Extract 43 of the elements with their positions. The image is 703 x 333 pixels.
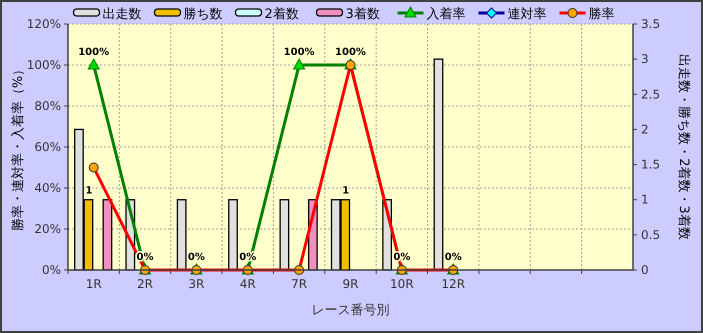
legend-label: 入着率 (426, 6, 466, 22)
y2-tick-label: 1.5 (641, 158, 660, 172)
data-label: 100% (284, 47, 315, 58)
y-axis-title: 勝率・連対率・入着率（%） (10, 62, 26, 232)
y2-tick-label: 3.5 (641, 17, 660, 31)
legend-label: 2着数 (264, 6, 299, 22)
y-tick-label: 120% (26, 17, 61, 31)
data-label: 1 (85, 186, 92, 197)
data-label: 0% (444, 252, 462, 263)
legend-label: 出走数 (102, 7, 142, 22)
x-axis-title: レース番号別 (312, 303, 390, 318)
legend-label: 3着数 (346, 6, 380, 22)
x-tick-label: 1R (86, 277, 102, 291)
y-tick-label: 80% (34, 99, 61, 113)
point (293, 58, 306, 70)
legend-label: 連対率 (508, 6, 546, 22)
y-tick-label: 20% (34, 222, 61, 236)
y-tick-label: 100% (26, 58, 61, 72)
y2-axis-title: 出走数・勝ち数・2着数・3着数 (676, 54, 692, 240)
y2-tick-label: 2.5 (641, 87, 660, 102)
y-tick-label: 60% (34, 140, 61, 154)
y2-tick-label: 0 (641, 263, 649, 277)
x-tick-label: 7R (291, 277, 308, 291)
x-tick-label: 4R (240, 277, 256, 291)
data-label: 100% (335, 47, 366, 58)
x-tick-label: 3R (188, 277, 204, 291)
legend-label: 勝率 (588, 6, 614, 22)
y-tick-label: 40% (34, 181, 61, 195)
legend-label: 勝ち数 (184, 7, 222, 22)
x-tick-label: 2R (137, 277, 154, 291)
y2-tick-label: 3 (641, 52, 649, 66)
y-tick-label: 0% (42, 263, 61, 277)
y2-tick-label: 1 (641, 192, 649, 207)
y2-tick-label: 2 (641, 122, 649, 136)
y2-tick-label: 0.5 (641, 228, 660, 242)
bar (102, 199, 112, 271)
x-tick-label: 10R (390, 277, 414, 291)
data-label: 100% (78, 47, 110, 58)
data-label: 1 (342, 186, 350, 197)
x-tick-label: 9R (342, 277, 358, 291)
point (88, 58, 100, 70)
data-label: 0% (188, 252, 205, 263)
x-tick-label: 12R (441, 277, 466, 291)
